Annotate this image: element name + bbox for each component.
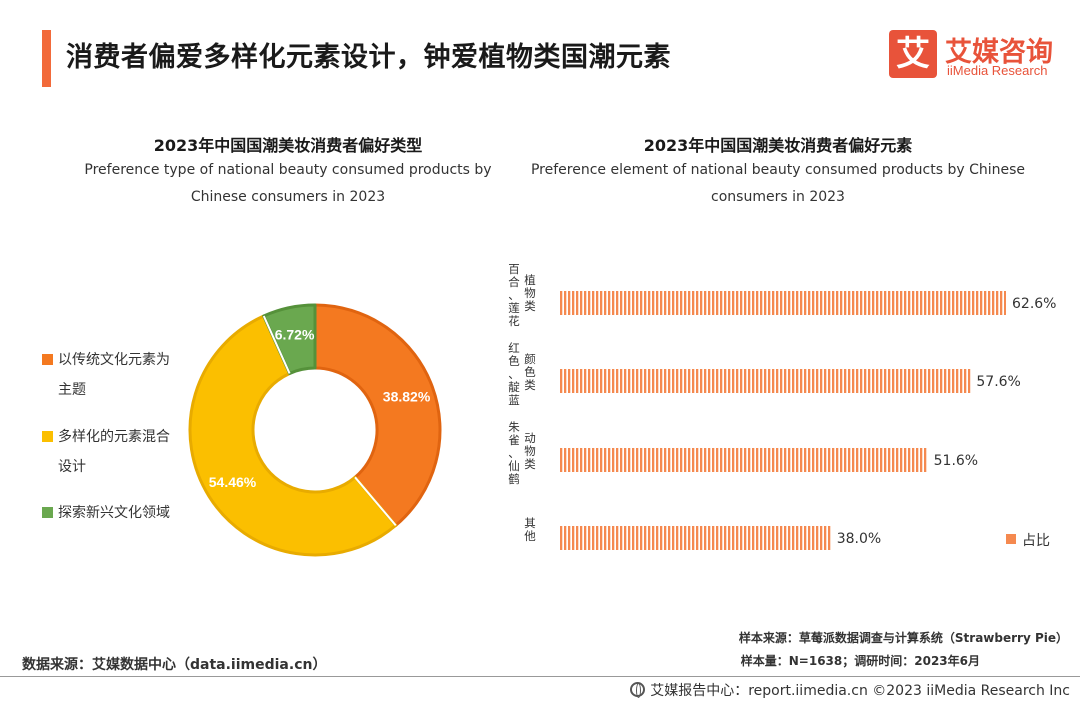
bar-category-label: 其他 (524, 516, 536, 543)
bar-chart-title: 2023年中国国潮美妆消费者偏好元素 (643, 136, 913, 155)
legend-label: 以传统文化元素为 (58, 352, 170, 368)
bar-chart-subtitle: Preference element of national beauty co… (510, 157, 1046, 211)
bar (560, 448, 928, 472)
bar-category-sublabel: 百合、莲花 (508, 261, 520, 328)
bar-subtitle-line1: Preference element of national beauty co… (530, 162, 1026, 178)
donut-slice (188, 314, 398, 557)
bar-category-sublabel: 朱雀、仙鹤 (508, 419, 520, 486)
bar-category-label: 颜色类 (524, 351, 536, 392)
footer-report-text: 艾媒报告中心：report.iimedia.cn ©2023 iiMedia R… (650, 683, 1070, 699)
logo-mark: 艾 (889, 30, 937, 78)
bar-chart: 62.6% 57.6% 51.6% 38.0% (560, 291, 1056, 550)
logo-en-text: iiMedia Research (947, 63, 1048, 78)
legend-label-cont: 主题 (58, 382, 86, 398)
bar-category-sublabel: 红色、靛蓝 (508, 340, 520, 407)
sample-size: 样本量：N=1638；调研时间：2023年6月 (740, 654, 980, 668)
bar (560, 369, 971, 393)
bar (560, 526, 831, 550)
footer-divider (0, 676, 1080, 677)
donut-slice (313, 303, 442, 527)
donut-chart-subtitle: Preference type of national beauty consu… (60, 157, 516, 211)
iimedia-logo: 艾 艾媒咨询 iiMedia Research (889, 30, 1064, 82)
bar-legend-swatch (1006, 534, 1016, 544)
page-title: 消费者偏爱多样化元素设计，钟爱植物类国潮元素 (66, 42, 671, 73)
bar-subtitle-line2: consumers in 2023 (711, 189, 845, 205)
title-accent-bar (42, 30, 51, 87)
logo-cn-text: 艾媒咨询 (945, 37, 1053, 68)
data-source: 数据来源：艾媒数据中心（data.iimedia.cn） (22, 657, 327, 673)
legend-swatch (42, 431, 53, 442)
sample-source: 样本来源：草莓派数据调查与计算系统（Strawberry Pie） (738, 631, 1068, 645)
bar-value-label: 62.6% (1012, 296, 1056, 312)
donut-slice (262, 303, 317, 375)
donut-subtitle-line2: Chinese consumers in 2023 (190, 189, 386, 205)
bar-legend-label: 占比 (1022, 533, 1050, 549)
bar-value-label: 38.0% (837, 531, 881, 547)
legend-swatch (42, 354, 53, 365)
donut-chart-title: 2023年中国国潮美妆消费者偏好类型 (153, 136, 423, 155)
donut-data-label: 54.46% (209, 474, 257, 490)
bar (560, 291, 1006, 315)
slice-separator (354, 476, 397, 527)
legend-swatch (42, 507, 53, 518)
bar-value-label: 57.6% (976, 374, 1020, 390)
bar-value-label: 51.6% (934, 453, 978, 469)
legend-label: 多样化的元素混合 (58, 429, 170, 445)
bar-category-label: 植物类 (524, 272, 536, 313)
donut-data-label: 38.82% (383, 388, 431, 404)
donut-data-label: 6.72% (275, 327, 315, 343)
donut-chart: 38.82% 54.46% 6.72% (188, 303, 442, 557)
bar-category-label: 动物类 (524, 430, 536, 471)
globe-icon (630, 682, 646, 698)
slice-separator (262, 315, 291, 374)
donut-subtitle-line1: Preference type of national beauty consu… (84, 162, 492, 178)
legend-label-cont: 设计 (58, 459, 86, 475)
legend-label: 探索新兴文化领域 (58, 505, 170, 521)
footer-report: 艾媒报告中心：report.iimedia.cn ©2023 iiMedia R… (630, 680, 1070, 700)
